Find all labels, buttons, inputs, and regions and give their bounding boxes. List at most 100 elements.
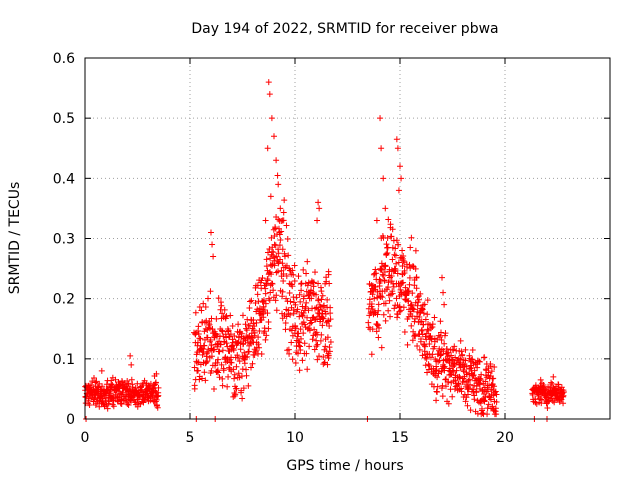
data-point	[399, 263, 406, 270]
data-point	[241, 360, 248, 367]
data-point	[459, 351, 466, 358]
data-point	[268, 271, 275, 278]
data-point	[326, 322, 333, 329]
data-point	[405, 298, 412, 305]
data-point	[416, 296, 423, 303]
data-point	[268, 234, 275, 241]
data-point	[224, 328, 231, 335]
data-point	[298, 287, 305, 294]
data-point	[318, 288, 325, 295]
data-point	[453, 367, 460, 374]
data-point	[398, 175, 405, 182]
data-point	[207, 288, 214, 295]
data-point	[273, 292, 280, 299]
data-point	[125, 380, 132, 387]
data-point	[283, 222, 290, 229]
data-point	[493, 391, 500, 398]
data-point	[249, 360, 256, 367]
data-point	[246, 304, 253, 311]
data-point	[308, 287, 315, 294]
data-point	[225, 327, 232, 334]
data-point	[401, 329, 408, 336]
data-point	[395, 241, 402, 248]
data-point	[312, 269, 319, 276]
data-point	[426, 362, 433, 369]
data-point	[239, 312, 246, 319]
data-point	[487, 396, 494, 403]
data-point	[381, 277, 388, 284]
data-point	[465, 385, 472, 392]
data-point	[429, 351, 436, 358]
data-point	[154, 404, 161, 411]
data-point	[441, 332, 448, 339]
data-point	[376, 325, 383, 332]
data-point	[560, 392, 567, 399]
data-point	[134, 403, 141, 410]
data-point	[298, 335, 305, 342]
data-point	[305, 307, 312, 314]
data-point	[262, 217, 269, 224]
data-point	[317, 337, 324, 344]
data-point	[390, 283, 397, 290]
data-point	[316, 353, 323, 360]
data-point	[244, 353, 251, 360]
data-point	[439, 274, 445, 281]
data-point	[293, 294, 300, 301]
data-point	[250, 317, 257, 323]
data-point	[219, 375, 226, 382]
data-point	[270, 287, 277, 294]
data-point	[277, 205, 284, 212]
data-point	[155, 384, 162, 391]
data-point	[382, 317, 389, 324]
data-point	[382, 205, 389, 212]
data-point	[223, 334, 230, 341]
data-point	[369, 326, 376, 333]
data-point	[152, 388, 159, 395]
data-point	[280, 270, 287, 277]
data-point	[262, 290, 269, 297]
data-point	[441, 340, 448, 347]
data-point	[484, 388, 491, 395]
data-point	[279, 260, 286, 267]
data-point	[327, 338, 334, 345]
data-point	[230, 345, 237, 352]
data-point	[455, 381, 462, 388]
data-point	[378, 145, 385, 152]
data-point	[295, 273, 302, 280]
data-points	[82, 79, 567, 422]
data-point	[490, 375, 497, 382]
data-point	[327, 304, 334, 311]
data-point	[271, 262, 278, 269]
data-point	[465, 377, 472, 384]
data-point	[320, 354, 327, 361]
data-point	[259, 274, 266, 281]
data-point	[318, 296, 325, 303]
data-point	[469, 386, 476, 393]
data-point	[373, 328, 380, 335]
data-point	[154, 401, 161, 408]
data-point	[291, 278, 298, 285]
data-point	[299, 357, 306, 364]
data-point	[375, 307, 382, 314]
data-point	[281, 197, 288, 204]
data-point	[270, 249, 277, 256]
data-point	[191, 364, 198, 371]
data-point	[477, 400, 484, 407]
data-point	[303, 288, 310, 295]
data-point	[238, 387, 245, 394]
data-point	[476, 358, 483, 365]
data-point	[286, 350, 293, 357]
data-point	[471, 382, 478, 389]
data-point	[458, 388, 465, 395]
data-point	[319, 322, 326, 329]
data-point	[304, 366, 311, 373]
data-point	[434, 389, 441, 396]
data-point	[421, 342, 428, 349]
data-point	[207, 336, 214, 343]
data-point	[296, 291, 303, 298]
data-point	[192, 309, 199, 316]
data-point	[320, 315, 327, 322]
data-point	[240, 340, 247, 347]
data-point	[281, 253, 288, 260]
data-point	[279, 315, 286, 322]
